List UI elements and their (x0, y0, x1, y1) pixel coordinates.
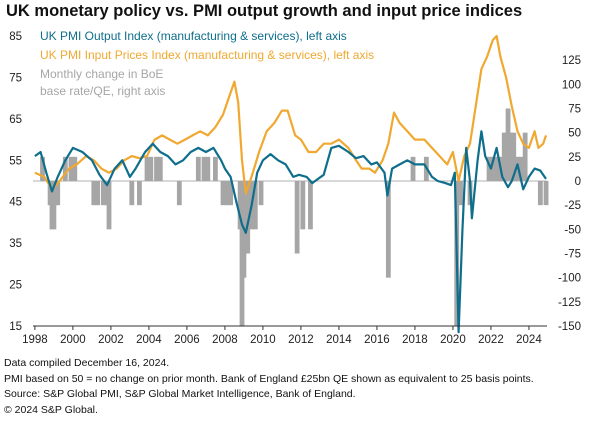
legend: UK PMI Output Index (manufacturing & ser… (40, 29, 374, 98)
boe-bar-22 (201, 156, 207, 181)
legend-boe-line-1: Monthly change in BoE (40, 67, 163, 81)
chart-plot: 1998 2000 2002 2004 2006 2008 2010 2012 2014 2016… (9, 29, 581, 346)
right-tick-label-75: 75 (568, 104, 581, 116)
legend-output: UK PMI Output Index (manufacturing & ser… (40, 29, 347, 43)
boe-bar-20 (176, 181, 182, 206)
footer-copyright: © 2024 S&P Global. (4, 403, 98, 416)
boe-bar-59 (543, 181, 549, 206)
boe-bar-7 (68, 156, 74, 181)
boe-bar-38 (308, 181, 313, 230)
right-tick-label--100: -100 (558, 273, 581, 285)
boe-bar-5 (55, 181, 61, 206)
boe-bar-45 (486, 156, 492, 181)
boe-bar-53 (507, 132, 513, 181)
boe-bar-16 (144, 156, 150, 181)
left-tick-label-25: 25 (9, 280, 22, 292)
x-tick-label-2004: 2004 (136, 334, 162, 346)
boe-bar-56 (518, 156, 524, 181)
left-tick-label-45: 45 (9, 197, 22, 209)
boe-bar-0 (40, 156, 45, 181)
right-tick-label--50: -50 (564, 224, 581, 236)
right-tick-label--125: -125 (558, 297, 581, 309)
boe-bar-57 (522, 132, 528, 181)
boe-bar-21 (195, 156, 201, 181)
boe-bar-26 (224, 181, 230, 206)
series-line-layer (34, 34, 548, 334)
right-tick-label--25: -25 (564, 200, 581, 212)
footer-source: Source: S&P Global PMI, S&P Global Marke… (4, 388, 356, 400)
right-axis: -150 -125 -100 -75 -50 -25 0 25 50 75 100 125 (558, 55, 581, 333)
boe-bar-47 (492, 156, 498, 181)
boe-bar-19 (157, 156, 163, 181)
boe-bar-35 (258, 181, 264, 206)
x-tick-label-2000: 2000 (60, 334, 86, 346)
left-tick-label-65: 65 (9, 114, 22, 126)
boe-bar-15 (137, 181, 142, 206)
boe-bar-17 (148, 156, 154, 181)
x-tick-label-1998: 1998 (22, 334, 48, 346)
boe-bar-14 (129, 181, 135, 206)
x-tick-label-2024: 2024 (516, 334, 542, 346)
x-tick-label-2008: 2008 (212, 334, 238, 346)
boe-bar-54 (511, 132, 517, 181)
boe-bar-24 (213, 156, 218, 181)
boe-bar-39 (385, 181, 391, 278)
chart-title: UK monetary policy vs. PMI output growth… (6, 2, 523, 20)
boe-bar-32 (245, 181, 251, 254)
boe-bar-37 (300, 181, 306, 230)
right-tick-label-0: 0 (575, 176, 581, 188)
legend-input: UK PMI Input Prices Index (manufacturing… (40, 48, 374, 62)
x-tick-label-2018: 2018 (402, 334, 428, 346)
boe-bar-23 (205, 156, 211, 181)
boe-bar-6 (62, 156, 68, 181)
boe-bar-13 (106, 181, 112, 230)
right-tick-label-25: 25 (568, 152, 581, 164)
boe-bar-25 (220, 181, 226, 206)
left-tick-label-75: 75 (9, 72, 22, 84)
left-tick-label-15: 15 (9, 321, 22, 333)
x-tick-label-2014: 2014 (326, 334, 352, 346)
right-tick-label--75: -75 (564, 249, 581, 261)
left-tick-label-85: 85 (9, 31, 22, 43)
right-tick-label-100: 100 (562, 79, 581, 91)
boe-bar-58 (537, 181, 543, 206)
output-index-line (34, 130, 547, 334)
right-tick-label--150: -150 (558, 321, 581, 333)
boe-bar-9 (91, 181, 97, 206)
legend-boe-line-2: base rate/QE, right axis (40, 84, 165, 98)
legend-boe: Monthly change in BoE base rate/QE, righ… (40, 67, 167, 98)
chart-footer: Data compiled December 16, 2024. PMI bas… (4, 356, 534, 418)
boe-bar-10 (95, 181, 101, 206)
x-tick-label-2012: 2012 (288, 334, 314, 346)
boe-bar-8 (72, 156, 78, 181)
x-tick-label-2010: 2010 (250, 334, 276, 346)
x-tick-label-2022: 2022 (478, 334, 504, 346)
x-axis: 1998 2000 2002 2004 2006 2008 2010 2012 2014 2016… (22, 325, 547, 346)
footer-note: PMI based on 50 = no change on prior mon… (4, 372, 534, 385)
left-axis: 15 25 35 45 55 65 75 85 (9, 31, 22, 333)
footer-date: Data compiled December 16, 2024. (4, 357, 170, 369)
boe-bar-34 (252, 181, 258, 230)
right-tick-label-50: 50 (568, 128, 581, 140)
boe-bar-11 (100, 181, 106, 206)
x-tick-label-2020: 2020 (440, 334, 466, 346)
x-tick-label-2016: 2016 (364, 334, 390, 346)
x-tick-label-2002: 2002 (98, 334, 124, 346)
boe-bar-43 (458, 181, 463, 206)
boe-bar-27 (228, 181, 234, 206)
input-prices-line (34, 34, 548, 195)
boe-bar-18 (154, 156, 159, 181)
boe-bar-40 (410, 156, 416, 181)
left-tick-label-55: 55 (9, 155, 22, 167)
x-tick-label-2006: 2006 (174, 334, 200, 346)
right-tick-label-125: 125 (562, 55, 581, 67)
boe-bar-36 (294, 181, 300, 254)
left-tick-label-35: 35 (9, 238, 22, 250)
